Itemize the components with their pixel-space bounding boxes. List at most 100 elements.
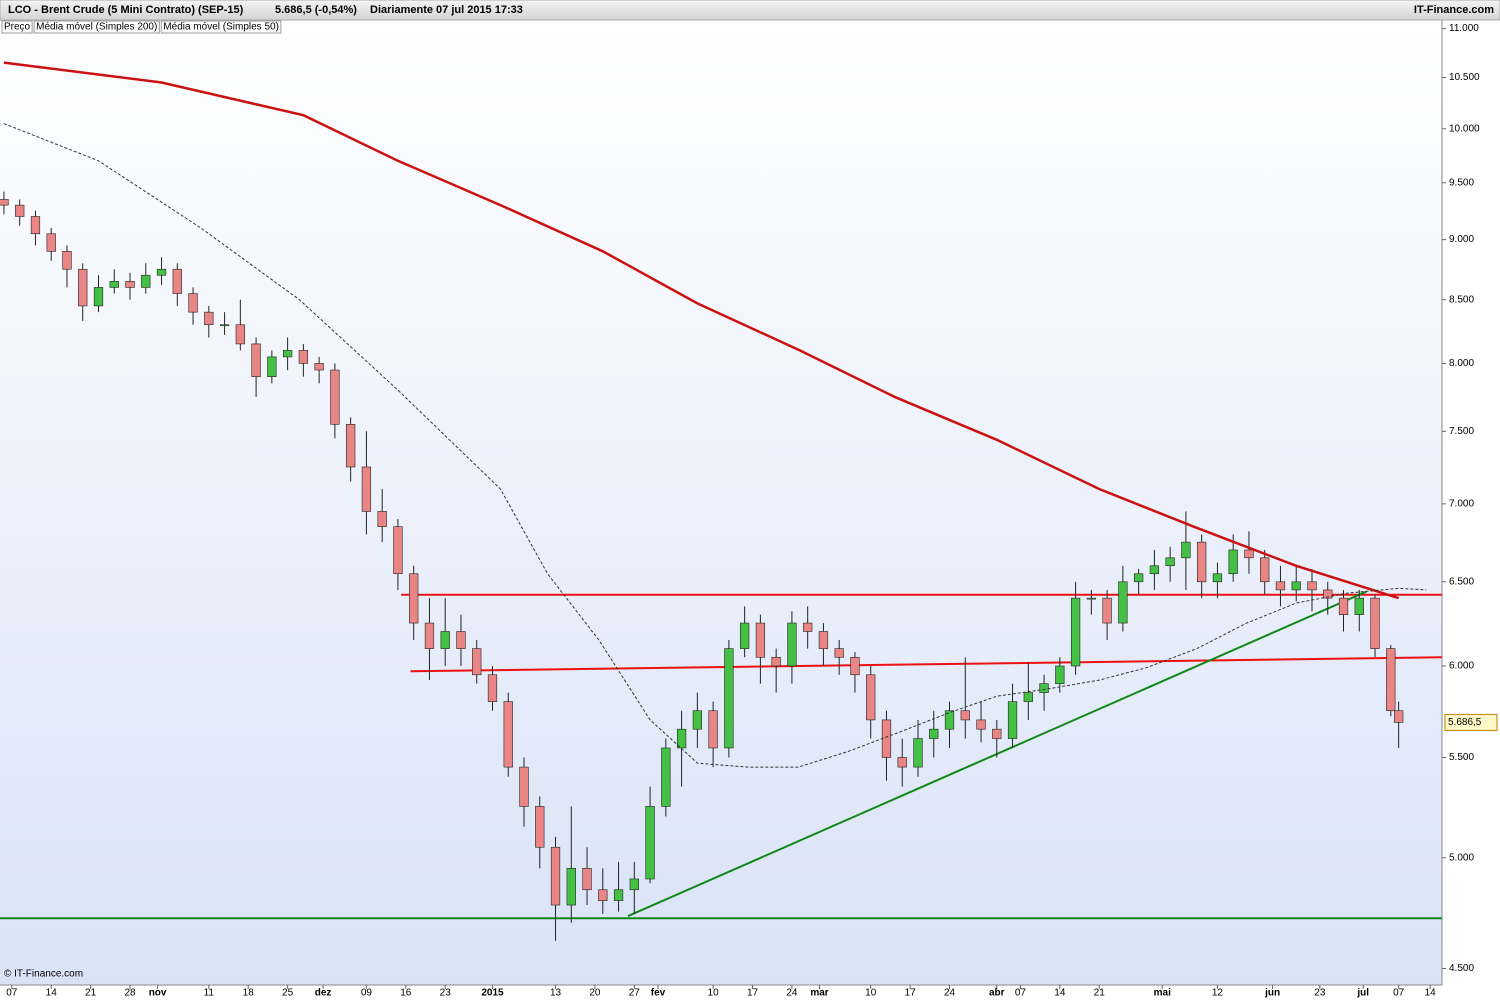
- x-tick-label: 23: [440, 988, 452, 999]
- candle-body: [456, 631, 466, 649]
- x-tick-label: 10: [708, 988, 720, 999]
- candle-body: [1370, 597, 1380, 649]
- plot-area: [0, 20, 1442, 985]
- candle-body: [834, 648, 844, 658]
- legend-entry: Média móvel (Simples 50): [163, 22, 279, 33]
- legend-box: [1, 20, 33, 34]
- x-tick-label: 24: [944, 988, 956, 999]
- candle-body: [1133, 573, 1144, 583]
- x-tick-label: jun: [1264, 988, 1280, 999]
- candle-body: [1118, 581, 1128, 624]
- x-tick-label: 2015: [481, 988, 504, 999]
- x-tick-label: 28: [124, 988, 136, 999]
- quote: 5.686,5 (-0,54%): [275, 4, 357, 16]
- x-tick-label: 14: [46, 988, 58, 999]
- trendline: [410, 656, 1443, 673]
- x-tick-label: jul: [1356, 988, 1369, 999]
- candle-body: [93, 287, 104, 307]
- candle-body: [519, 766, 529, 807]
- y-tick-label: 6.000: [1449, 661, 1474, 672]
- candle-body: [1228, 549, 1238, 575]
- header-bar: [0, 0, 1500, 21]
- y-tick-label: 11.000: [1449, 23, 1479, 34]
- candle-body: [1023, 692, 1033, 702]
- moving-average: [3, 61, 1400, 600]
- candle-body: [440, 631, 450, 649]
- y-axis-area: [1442, 20, 1500, 1000]
- legend: Preço Média móvel (Simples 200) Média móve…: [1, 20, 282, 34]
- x-tick-label: 21: [85, 988, 97, 999]
- candle-body: [46, 233, 56, 252]
- candle-body: [62, 251, 72, 270]
- candle-body: [960, 710, 970, 721]
- candle-body: [1102, 597, 1112, 624]
- candle-body: [156, 268, 167, 276]
- candle-body: [503, 701, 513, 768]
- candle-body: [314, 363, 324, 371]
- candle-body: [472, 648, 482, 676]
- y-tick-label: 7.000: [1449, 499, 1474, 510]
- x-tick-label: 07: [6, 988, 18, 999]
- candle-body: [1212, 573, 1223, 583]
- y-tick-label: 5.500: [1449, 752, 1474, 763]
- candle-body: [1386, 648, 1396, 712]
- x-tick-label: 11: [204, 988, 215, 999]
- candle-body: [15, 204, 25, 217]
- candle-body: [1323, 589, 1333, 599]
- candle-body: [487, 674, 498, 702]
- candle-body: [141, 274, 151, 288]
- x-tick-label: 24: [786, 988, 798, 999]
- x-tick-label: dez: [315, 988, 332, 999]
- y-tick-label: 9.000: [1449, 234, 1474, 245]
- y-tick-label: 9.500: [1449, 177, 1474, 188]
- candle-body: [298, 350, 309, 364]
- candle-body: [535, 806, 545, 848]
- x-tick-label: mai: [1154, 988, 1171, 999]
- candle-body: [282, 350, 293, 358]
- x-axis-area: [0, 985, 1442, 1000]
- candle-body: [645, 806, 655, 880]
- candle-body: [346, 424, 356, 468]
- candle-body: [1086, 597, 1096, 600]
- candle-body: [944, 710, 955, 730]
- x-tick-label: 09: [361, 988, 373, 999]
- x-tick-label: abr: [989, 988, 1005, 999]
- brand: IT-Finance.com: [1414, 4, 1494, 16]
- candle-body: [393, 526, 403, 575]
- candle-body: [803, 622, 813, 632]
- candle-body: [881, 719, 892, 758]
- candle-body: [125, 281, 135, 288]
- y-tick-label: 5.000: [1449, 852, 1474, 863]
- candle-body: [771, 656, 781, 667]
- candle-body: [1197, 541, 1207, 583]
- candle-body: [992, 728, 1002, 739]
- candle-body: [204, 311, 214, 326]
- candle-body: [582, 867, 592, 891]
- candle-body: [818, 631, 829, 649]
- y-tick-label: 4.500: [1449, 963, 1474, 974]
- legend-box: [33, 20, 160, 34]
- legend-entry: Média móvel (Simples 200): [36, 22, 157, 33]
- candle-body: [755, 622, 766, 658]
- y-tick-label: 8.000: [1449, 358, 1474, 369]
- x-tick-label: 18: [243, 988, 255, 999]
- candle-body: [78, 268, 88, 307]
- y-tick-label: 8.500: [1449, 294, 1474, 305]
- candle-body: [377, 511, 387, 527]
- candle-body: [1275, 581, 1286, 591]
- candle-body: [976, 719, 986, 730]
- x-tick-label: 14: [1425, 988, 1437, 999]
- candle-body: [1354, 597, 1364, 615]
- x-tick-label: 13: [550, 988, 562, 999]
- candle-body: [692, 710, 702, 730]
- candle-body: [219, 324, 230, 327]
- legend-entry: Preço: [4, 22, 31, 33]
- x-tick-label: 07: [1015, 988, 1027, 999]
- candle-body: [235, 324, 245, 345]
- candle-body: [661, 747, 671, 807]
- candle-body: [566, 867, 576, 906]
- candle-body: [1244, 549, 1254, 559]
- candle-body: [251, 343, 261, 377]
- candle-body: [409, 573, 419, 624]
